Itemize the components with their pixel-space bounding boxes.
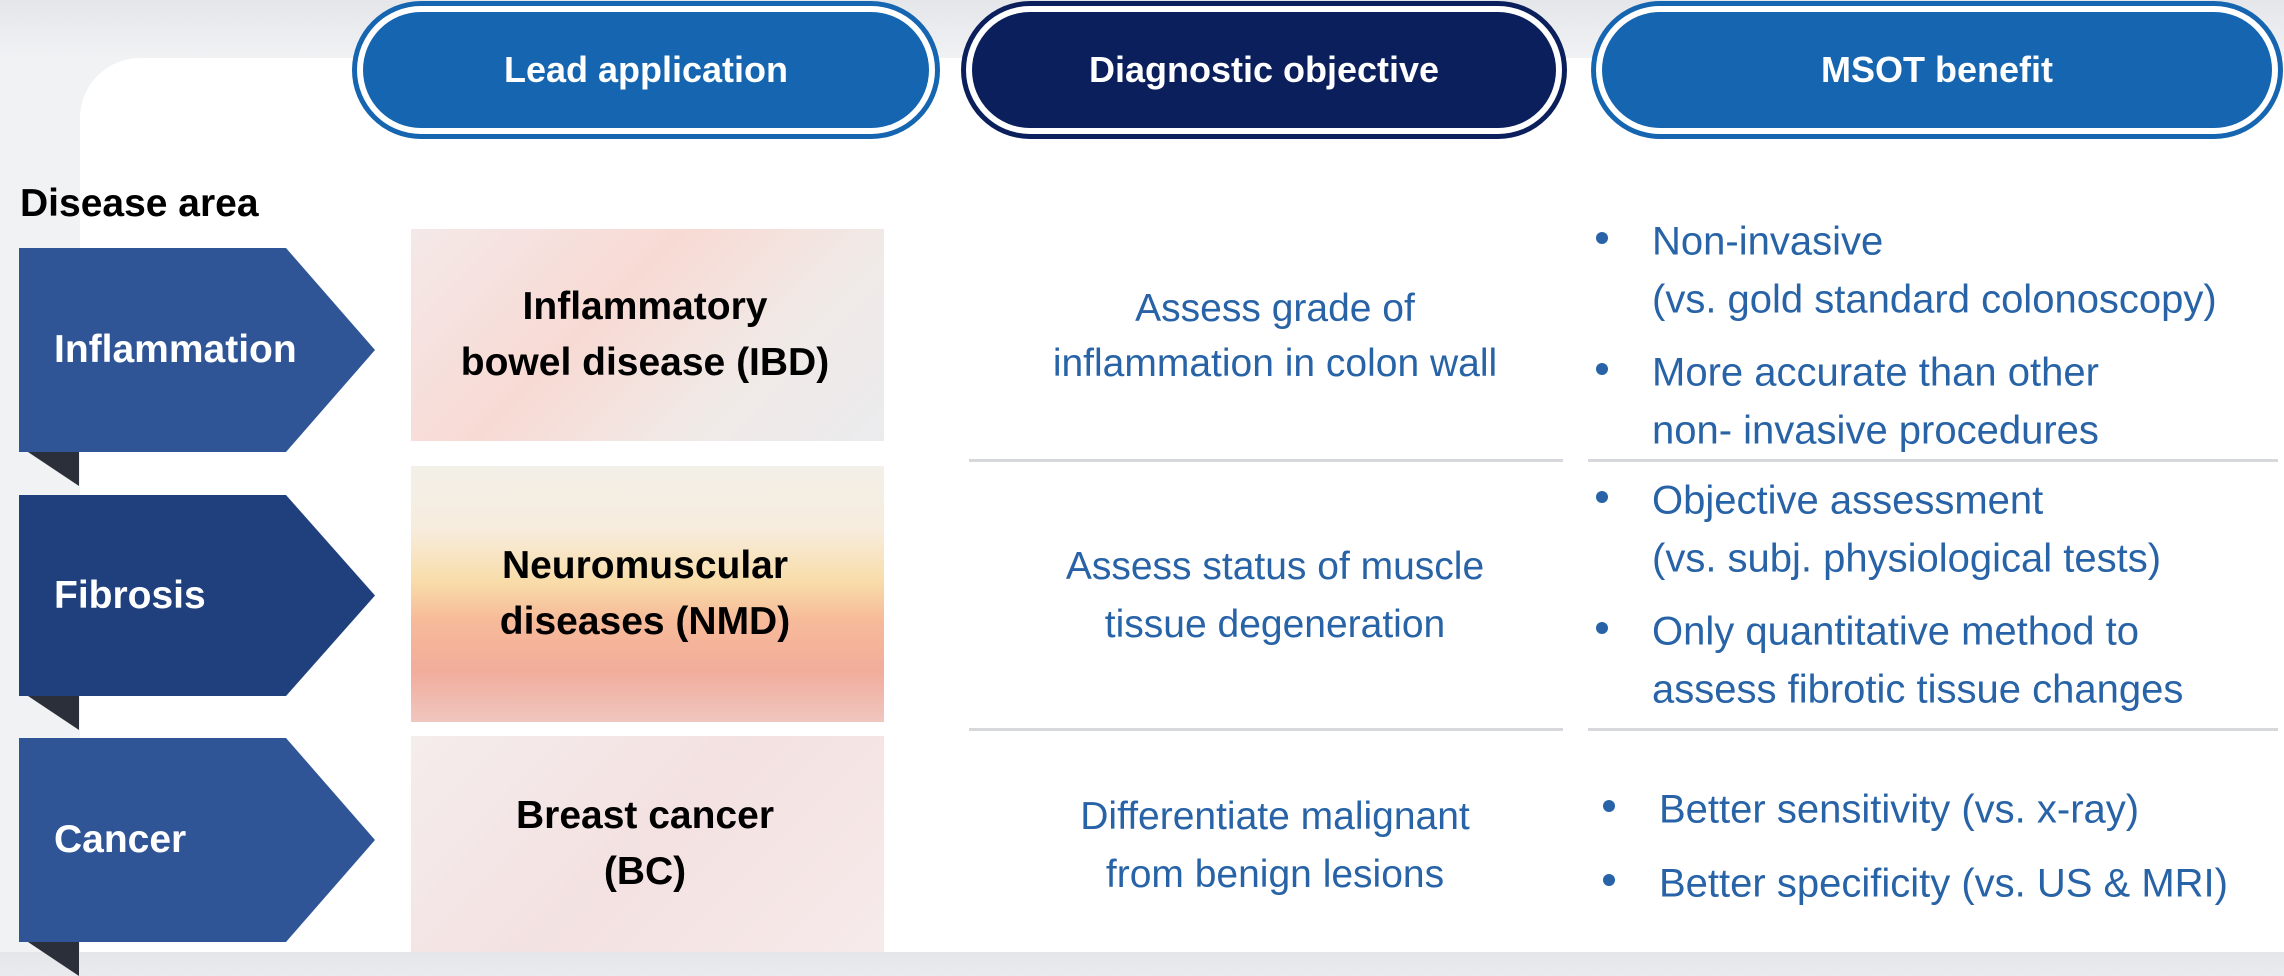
benefit-text: More accurate than other bbox=[1652, 350, 2099, 395]
objective-text: tissue degeneration bbox=[1104, 603, 1446, 646]
arrow-shadow bbox=[19, 690, 79, 730]
application-image bbox=[411, 736, 884, 952]
application-label: diseases (NMD) bbox=[499, 600, 791, 643]
objective-text: from benign lesions bbox=[1105, 853, 1445, 896]
row-separator bbox=[969, 728, 1563, 731]
bullet bbox=[1596, 491, 1608, 503]
application-label: Breast cancer bbox=[516, 794, 774, 837]
bullet bbox=[1603, 800, 1615, 812]
disease-arrow bbox=[19, 248, 375, 452]
application-label: bowel disease (IBD) bbox=[460, 341, 830, 384]
application-image bbox=[411, 229, 884, 441]
arrow-shadow bbox=[19, 936, 79, 976]
bullet bbox=[1603, 874, 1615, 886]
bullet bbox=[1596, 363, 1608, 375]
disease-arrow bbox=[19, 495, 375, 696]
objective-text: Differentiate malignant bbox=[1080, 795, 1470, 838]
disease-area-label: Disease area bbox=[20, 182, 259, 225]
objective-text: inflammation in colon wall bbox=[1052, 342, 1498, 385]
disease-area: Cancer bbox=[54, 818, 187, 861]
benefit-text: non- invasive procedures bbox=[1652, 408, 2099, 453]
bullet bbox=[1596, 232, 1608, 244]
objective-text: Assess status of muscle bbox=[1065, 545, 1485, 588]
column-header: Lead application bbox=[363, 12, 929, 128]
benefit-text: assess fibrotic tissue changes bbox=[1652, 667, 2184, 712]
objective-text: Assess grade of bbox=[1135, 287, 1415, 330]
application-image bbox=[411, 466, 884, 722]
disease-area: Fibrosis bbox=[54, 573, 206, 617]
benefit-text: (vs. subj. physiological tests) bbox=[1652, 536, 2162, 581]
column-header: Diagnostic objective bbox=[972, 12, 1556, 128]
benefit-text: Only quantitative method to bbox=[1652, 609, 2139, 654]
application-label: Neuromuscular bbox=[501, 544, 789, 587]
row-separator bbox=[1588, 728, 2278, 731]
benefit-text: Better sensitivity (vs. x-ray) bbox=[1659, 787, 2140, 832]
benefit-text: Better specificity (vs. US & MRI) bbox=[1659, 861, 2228, 906]
application-label: Inflammatory bbox=[522, 285, 768, 328]
benefit-text: Non-invasive bbox=[1652, 219, 1884, 264]
benefit-text: Objective assessment bbox=[1652, 478, 2044, 523]
column-header: MSOT benefit bbox=[1602, 12, 2272, 128]
arrow-shadow bbox=[19, 446, 79, 486]
disease-arrow bbox=[19, 738, 375, 942]
disease-area: Inflammation bbox=[54, 328, 297, 371]
benefit-text: (vs. gold standard colonoscopy) bbox=[1652, 277, 2217, 322]
application-label: (BC) bbox=[603, 850, 687, 893]
row-separator bbox=[969, 459, 1563, 462]
bullet bbox=[1596, 622, 1608, 634]
row-separator bbox=[1588, 459, 2278, 462]
